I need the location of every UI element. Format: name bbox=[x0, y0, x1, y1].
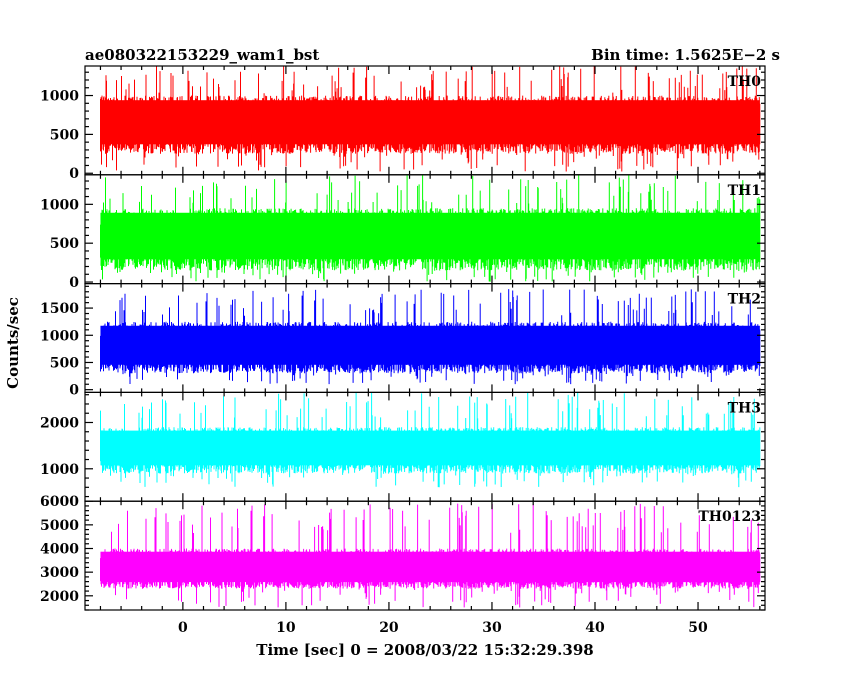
y-tick-label-th2: 500 bbox=[50, 355, 79, 371]
y-tick-label-th3: 1000 bbox=[40, 462, 79, 478]
header-left-title: ae080322153229_wam1_bst bbox=[85, 46, 319, 64]
panel-th1: 0 500 1000 TH1 bbox=[40, 174, 766, 291]
panel-th3: 1000 2000 TH3 bbox=[40, 391, 766, 502]
panel-th0123: 2000 3000 4000 5000 6000 TH0123 bbox=[40, 494, 766, 611]
panels-group: 0 500 1000 TH0 0 500 1000 TH1 0 500 1000 1500 TH2 100… bbox=[40, 65, 766, 611]
panel-label-th3: TH3 bbox=[728, 400, 761, 416]
x-tick-label: 30 bbox=[482, 620, 502, 636]
x-tick-labels: 0 10 20 30 40 50 bbox=[178, 620, 708, 636]
x-tick-label: 0 bbox=[178, 620, 188, 636]
header-right-title: Bin time: 1.5625E−2 s bbox=[591, 46, 780, 64]
x-axis-label: Time [sec] 0 = 2008/03/22 15:32:29.398 bbox=[256, 641, 593, 659]
y-tick-label-th1: 0 bbox=[69, 275, 79, 291]
panel-label-th0123: TH0123 bbox=[698, 509, 761, 525]
panel-th0: 0 500 1000 TH0 bbox=[40, 65, 766, 182]
y-tick-label-th0: 0 bbox=[69, 166, 79, 182]
series-th3-line bbox=[100, 392, 761, 488]
x-tick-label: 50 bbox=[688, 620, 708, 636]
panel-th0123-frame bbox=[84, 500, 766, 611]
y-tick-label-th2: 1000 bbox=[40, 328, 79, 344]
y-tick-label-th1: 1000 bbox=[40, 197, 79, 213]
y-tick-label-th3: 2000 bbox=[40, 415, 79, 431]
panel-label-th2: TH2 bbox=[728, 292, 761, 308]
panel-label-th0: TH0 bbox=[728, 74, 762, 90]
y-tick-label-th2: 1500 bbox=[40, 301, 79, 317]
y-tick-label-th0123: 6000 bbox=[40, 494, 79, 510]
x-tick-label: 40 bbox=[585, 620, 605, 636]
y-tick-label-th1: 500 bbox=[50, 236, 79, 252]
series-th0-line bbox=[100, 66, 761, 172]
y-tick-label-th0123: 5000 bbox=[40, 518, 79, 534]
y-tick-label-th0: 1000 bbox=[40, 89, 79, 105]
y-tick-label-th2: 0 bbox=[69, 383, 79, 399]
y-tick-label-th0123: 3000 bbox=[40, 565, 79, 581]
series-th2-line bbox=[100, 289, 761, 385]
panel-th2: 0 500 1000 1500 TH2 bbox=[40, 283, 766, 399]
x-tick-label: 10 bbox=[276, 620, 296, 636]
series-th0123-line bbox=[100, 503, 761, 608]
y-tick-label-th0123: 2000 bbox=[40, 589, 79, 605]
y-axis-label: Counts/sec bbox=[4, 297, 22, 389]
y-tick-label-th0: 500 bbox=[50, 127, 79, 143]
x-tick-label: 20 bbox=[379, 620, 399, 636]
y-tick-label-th0123: 4000 bbox=[40, 542, 79, 558]
panel-label-th1: TH1 bbox=[728, 183, 761, 199]
series-th1-line bbox=[100, 174, 761, 282]
